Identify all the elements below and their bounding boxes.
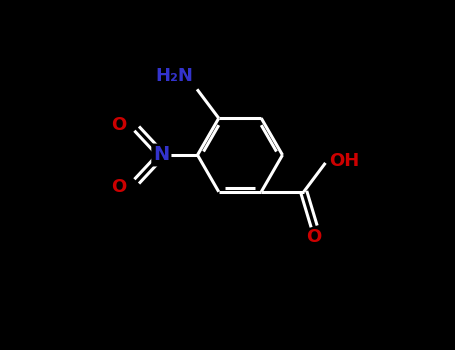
Text: O: O [111, 178, 127, 196]
Text: O: O [307, 229, 322, 246]
Text: N: N [153, 146, 170, 164]
Text: OH: OH [329, 152, 359, 170]
Text: O: O [111, 116, 127, 134]
Text: H₂N: H₂N [155, 67, 193, 85]
